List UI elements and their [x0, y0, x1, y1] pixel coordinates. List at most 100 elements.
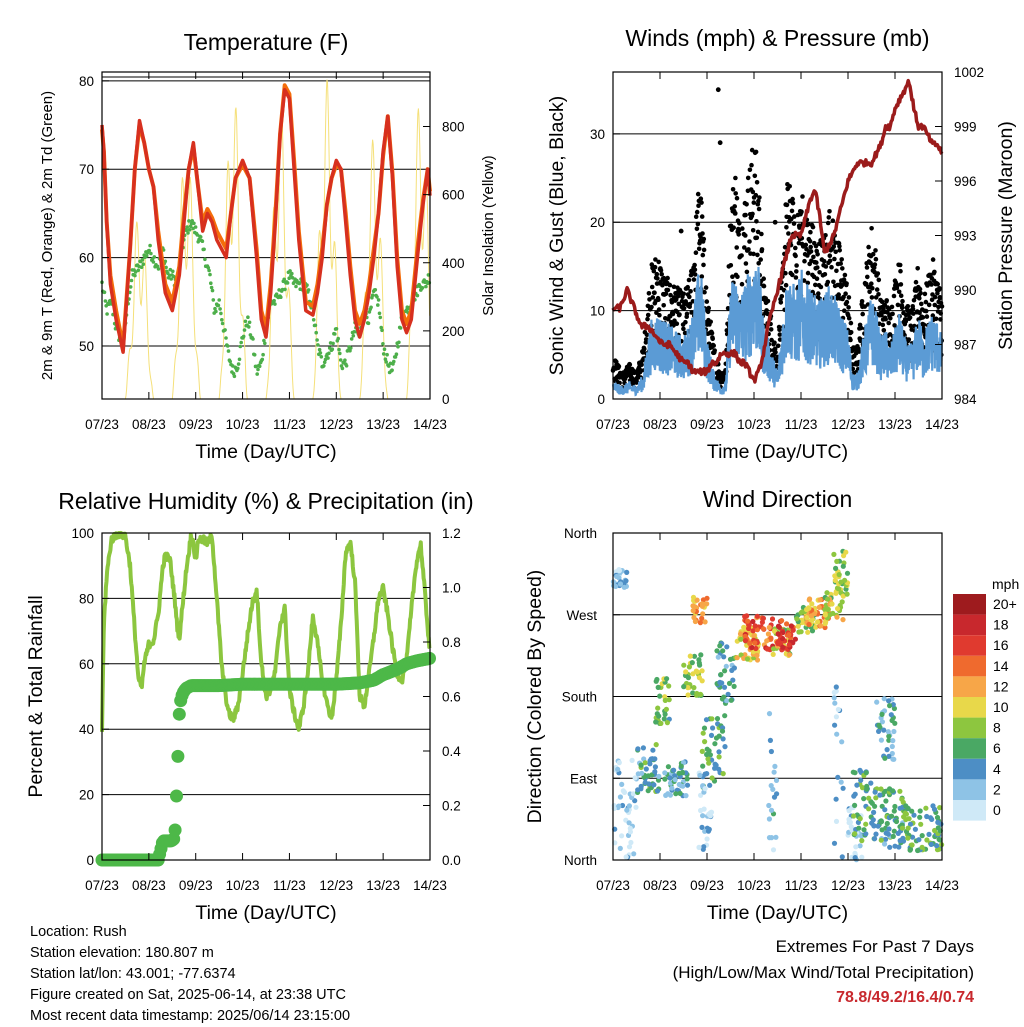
gust-point: [759, 231, 764, 237]
direction-point: [770, 646, 777, 652]
gust-point: [787, 184, 792, 189]
direction-point: [790, 627, 796, 633]
direction-point: [912, 826, 919, 832]
dewpoint-point: [385, 352, 389, 357]
x-tick-label: 09/23: [179, 417, 213, 432]
direction-point: [768, 636, 774, 642]
direction-point: [874, 699, 880, 705]
direction-point: [917, 808, 923, 814]
axes: Relative Humidity (%) & Precipitation (i…: [25, 488, 474, 924]
dewpoint-point: [218, 307, 222, 311]
direction-point: [720, 648, 726, 654]
plot-area: [610, 78, 945, 397]
direction-point: [899, 837, 906, 843]
direction-point: [852, 770, 858, 776]
direction-point: [703, 717, 710, 723]
direction-point: [671, 767, 677, 773]
gust-point: [775, 343, 781, 349]
gust-point: [896, 289, 902, 295]
gust-point: [823, 264, 829, 269]
direction-point: [750, 628, 756, 634]
gust-point: [734, 245, 739, 250]
direction-point: [907, 821, 914, 827]
gust-point: [911, 297, 917, 303]
dewpoint-point: [383, 357, 388, 362]
dewpoint-point: [387, 364, 391, 368]
direction-point: [872, 789, 878, 795]
gust-point: [712, 348, 717, 353]
dewpoint-point: [211, 298, 216, 302]
gust-point: [867, 289, 872, 295]
gust-point: [873, 248, 878, 253]
y-tick-label: East: [570, 771, 597, 786]
direction-point: [655, 705, 661, 711]
dewpoint-point: [217, 298, 221, 302]
chart-panel-3: Relative Humidity (%) & Precipitation (i…: [25, 488, 474, 924]
direction-point: [638, 786, 644, 792]
colorbar-swatch: [953, 779, 986, 800]
direction-point: [915, 847, 921, 854]
direction-point: [645, 773, 651, 779]
direction-point: [697, 620, 704, 626]
plot-area: [610, 548, 945, 863]
gust-point: [930, 257, 936, 262]
gust-point: [784, 225, 789, 230]
direction-point: [689, 660, 695, 666]
direction-point: [690, 603, 696, 609]
direction-point: [835, 606, 841, 612]
direction-point: [704, 751, 710, 758]
gust-point: [813, 243, 819, 249]
gust-point: [647, 297, 652, 302]
direction-point: [754, 627, 761, 633]
direction-point: [846, 816, 852, 823]
gust-point: [879, 312, 884, 318]
dewpoint-point: [151, 260, 156, 264]
dewpoint-point: [366, 321, 371, 326]
direction-point: [832, 573, 838, 579]
direction-point: [624, 807, 630, 813]
direction-point: [691, 685, 697, 691]
gust-point: [808, 229, 813, 235]
colorbar-label: 8: [993, 720, 1001, 736]
gust-point: [687, 294, 692, 300]
gust-point: [699, 274, 705, 279]
direction-point: [936, 836, 942, 843]
gust-point: [831, 244, 837, 249]
gust-point: [790, 272, 795, 278]
x-tick-label: 13/23: [366, 417, 400, 432]
gust-point: [827, 258, 833, 264]
gust-point: [784, 202, 790, 208]
dewpoint-point: [279, 295, 283, 300]
y-tick-label: North: [564, 853, 597, 868]
elevation-text: Station elevation: 180.807 m: [30, 945, 214, 961]
solar-series: [124, 221, 154, 400]
direction-point: [882, 807, 888, 813]
direction-point: [690, 594, 697, 600]
y2-tick-label: 999: [954, 120, 977, 135]
direction-point: [833, 714, 840, 720]
x-tick-label: 12/23: [831, 878, 865, 893]
direction-point: [909, 808, 915, 814]
gust-point: [761, 283, 767, 289]
gust-point: [699, 200, 704, 205]
gust-point: [831, 279, 836, 285]
gust-point: [932, 269, 937, 275]
direction-point: [624, 569, 630, 576]
x-tick-label: 13/23: [366, 878, 400, 893]
gust-point: [808, 249, 814, 254]
y2-tick-label: 987: [954, 338, 977, 353]
direction-point: [816, 604, 822, 611]
direction-point: [692, 618, 699, 625]
direction-point: [770, 651, 776, 658]
direction-point: [889, 750, 895, 757]
dewpoint-point: [343, 358, 347, 363]
direction-point: [889, 813, 895, 819]
direction-point: [664, 676, 670, 682]
gust-point: [742, 245, 747, 250]
direction-point: [626, 803, 633, 809]
direction-point: [861, 796, 867, 802]
plot-frame: [101, 532, 431, 861]
direction-point: [686, 664, 693, 670]
x-tick-label: 13/23: [878, 417, 912, 432]
x-tick-label: 11/23: [273, 417, 306, 432]
